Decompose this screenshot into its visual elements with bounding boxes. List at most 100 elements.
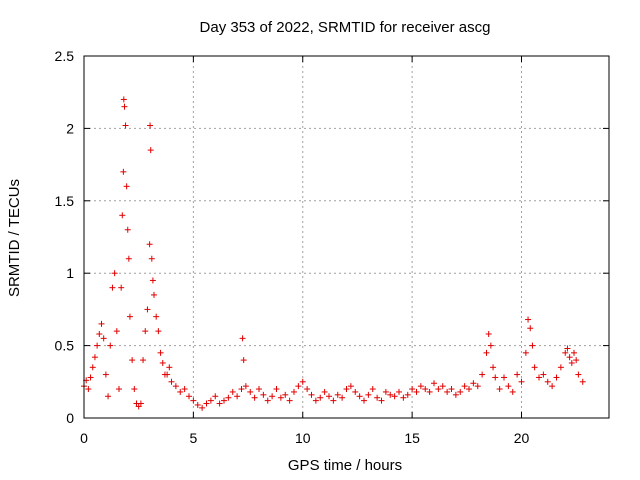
- data-point: [352, 388, 359, 395]
- data-point: [123, 183, 130, 190]
- data-point: [339, 394, 346, 401]
- data-point: [374, 394, 381, 401]
- data-point: [120, 96, 127, 103]
- data-point: [94, 342, 101, 349]
- data-point: [269, 393, 276, 400]
- data-point: [146, 241, 153, 248]
- data-point: [229, 388, 236, 395]
- x-tick-label: 0: [80, 430, 88, 446]
- data-point: [126, 313, 133, 320]
- data-point: [149, 277, 156, 284]
- data-point: [105, 393, 112, 400]
- data-point: [435, 386, 442, 393]
- data-point: [496, 386, 503, 393]
- y-tick-label: 0.5: [55, 338, 75, 354]
- x-tick-label: 10: [295, 430, 311, 446]
- data-point: [118, 284, 125, 291]
- data-point: [121, 103, 128, 110]
- data-point: [492, 374, 499, 381]
- data-point: [137, 400, 144, 407]
- data-point: [155, 328, 162, 335]
- data-point: [260, 391, 267, 398]
- data-point: [119, 212, 126, 219]
- data-point: [159, 359, 166, 366]
- data-point: [102, 371, 109, 378]
- data-point: [242, 383, 249, 390]
- data-point: [531, 364, 538, 371]
- data-point: [212, 393, 219, 400]
- data-point: [490, 364, 497, 371]
- data-point: [234, 393, 241, 400]
- data-point: [124, 226, 131, 233]
- data-point: [113, 328, 120, 335]
- data-point: [343, 386, 350, 393]
- data-point: [247, 388, 254, 395]
- data-point: [448, 386, 455, 393]
- data-point: [239, 335, 246, 342]
- data-point: [509, 388, 516, 395]
- data-point: [396, 388, 402, 395]
- data-point: [177, 388, 184, 395]
- y-tick-label: 1: [66, 265, 74, 281]
- data-point: [540, 371, 547, 378]
- data-point: [413, 388, 420, 395]
- data-point: [131, 386, 138, 393]
- data-point: [295, 383, 302, 390]
- data-point: [147, 122, 154, 129]
- x-axis-title: GPS time / hours: [288, 457, 402, 474]
- data-point: [111, 270, 118, 277]
- data-point: [573, 357, 580, 364]
- data-point: [96, 331, 103, 338]
- data-point: [356, 393, 363, 400]
- data-point: [203, 400, 210, 407]
- data-point: [485, 331, 492, 338]
- data-point: [409, 386, 416, 393]
- data-point: [216, 400, 223, 407]
- data-point: [85, 386, 92, 393]
- data-point: [536, 374, 542, 381]
- data-point: [273, 386, 280, 393]
- data-point: [505, 383, 512, 390]
- data-point: [164, 371, 171, 378]
- data-point: [157, 349, 164, 356]
- data-point: [304, 386, 311, 393]
- data-point: [109, 284, 116, 291]
- data-point: [518, 378, 525, 385]
- data-point: [452, 391, 459, 398]
- data-point: [147, 147, 154, 154]
- data-point: [277, 394, 284, 401]
- data-point: [240, 357, 247, 364]
- chart-title: Day 353 of 2022, SRMTID for receiver asc…: [200, 19, 491, 36]
- data-point: [181, 386, 188, 393]
- data-point: [238, 386, 245, 393]
- data-point: [129, 357, 136, 364]
- data-point: [400, 394, 407, 401]
- y-tick-label: 1.5: [55, 193, 75, 209]
- data-point: [514, 371, 521, 378]
- data-point: [365, 391, 372, 398]
- grid-lines: [84, 56, 609, 418]
- data-point: [404, 391, 411, 398]
- data-point: [562, 349, 569, 356]
- data-point: [347, 383, 354, 390]
- data-point: [439, 383, 446, 390]
- data-point: [470, 380, 477, 387]
- data-point: [474, 383, 481, 390]
- x-tick-label: 20: [514, 430, 530, 446]
- data-point: [391, 393, 398, 400]
- data-point: [431, 380, 437, 387]
- data-point: [369, 386, 376, 393]
- data-point: [256, 386, 262, 393]
- data-point: [579, 378, 586, 385]
- data-point: [378, 397, 385, 404]
- data-point: [166, 364, 173, 371]
- data-point: [321, 388, 328, 395]
- data-point: [566, 354, 573, 361]
- data-point: [382, 388, 389, 395]
- data-point: [525, 316, 532, 323]
- data-point: [264, 397, 271, 404]
- data-point: [286, 397, 293, 404]
- y-tick-label: 2: [66, 120, 74, 136]
- data-point: [194, 401, 201, 408]
